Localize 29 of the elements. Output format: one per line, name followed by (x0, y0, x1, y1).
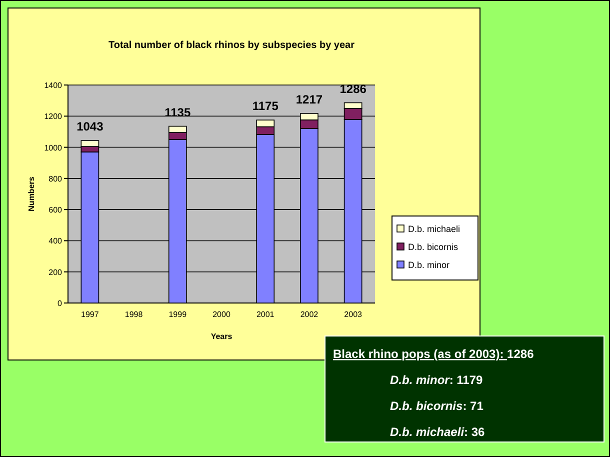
x-tick-label: 2000 (212, 310, 231, 319)
total-label: 1175 (252, 99, 279, 114)
x-tick-label: 1998 (124, 310, 144, 319)
y-tick-label: 600 (48, 206, 63, 215)
y-tick-label: 1200 (44, 112, 63, 122)
y-tick-label: 1400 (44, 81, 63, 90)
y-axis-title: Numbers (27, 176, 36, 212)
x-tick-label: 2002 (300, 310, 319, 319)
y-tick-label: 1000 (44, 143, 63, 152)
y-tick-label: 400 (48, 236, 63, 246)
text: Black rhino pops (as of 2003): 1286 (333, 347, 534, 361)
x-axis-title: Years (210, 332, 233, 341)
total-label: 1286 (340, 82, 367, 96)
legend-label: D.b. michaeli (408, 224, 460, 234)
y-tick-label: 0 (58, 299, 63, 308)
total-label: 1043 (76, 120, 104, 134)
text: D.b. bicornis: 71 (390, 399, 484, 413)
total-label: 1217 (296, 92, 323, 106)
text: D.b. michaeli: 36 (390, 425, 486, 439)
legend-label: D.b. bicornis (408, 242, 459, 252)
y-tick-label: 200 (48, 268, 63, 277)
legend-label: D.b. minor (408, 260, 450, 270)
y-tick-label: 800 (48, 174, 63, 184)
chart-title: Total number of black rhinos by subspecies by year (108, 40, 355, 51)
x-tick-label: 1999 (168, 310, 188, 319)
x-tick-label: 2001 (256, 310, 275, 319)
x-tick-label: 1997 (81, 310, 100, 319)
text: D.b. minor: 1179 (390, 373, 484, 387)
x-tick-label: 2003 (344, 310, 363, 319)
